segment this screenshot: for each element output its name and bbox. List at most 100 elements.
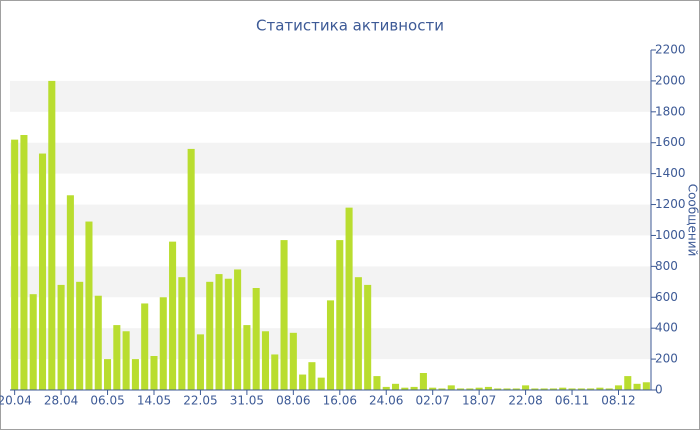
bar	[299, 374, 307, 390]
x-tick-label: 16.06	[323, 394, 357, 408]
bar	[614, 385, 623, 390]
bar	[57, 284, 65, 390]
bar	[373, 376, 381, 390]
bar	[466, 388, 474, 390]
bar	[317, 377, 325, 390]
x-tick-label: 24.06	[369, 394, 403, 408]
bar	[48, 80, 56, 390]
bar	[38, 153, 47, 390]
bar	[326, 300, 335, 390]
bar	[280, 240, 288, 390]
bar	[336, 240, 344, 390]
y-tick-label: 0	[655, 383, 663, 397]
bar	[596, 387, 604, 390]
bar	[345, 207, 353, 390]
grid-band	[10, 142, 651, 174]
bar	[475, 387, 483, 390]
x-tick-label: 06.11	[555, 394, 589, 408]
bar	[624, 376, 632, 390]
bar	[261, 331, 270, 390]
x-tick-label: 18.07	[462, 394, 496, 408]
x-tick-label: 31.05	[230, 394, 264, 408]
bar	[559, 387, 567, 390]
bar	[289, 332, 297, 390]
bar	[122, 331, 130, 390]
x-tick-label: 02.07	[416, 394, 450, 408]
bar	[76, 281, 84, 390]
y-tick-label: 1600	[655, 135, 686, 149]
grid-band	[10, 204, 651, 236]
grid-band	[10, 266, 651, 298]
bar	[382, 386, 390, 390]
bar	[29, 294, 37, 390]
bar	[642, 382, 650, 390]
bar	[410, 386, 418, 390]
bar	[401, 387, 409, 390]
bar	[104, 359, 112, 390]
bar	[224, 278, 232, 390]
x-tick-label: 20.04	[0, 394, 32, 408]
bar	[633, 383, 641, 390]
x-tick-label: 22.05	[183, 394, 217, 408]
bar	[150, 356, 158, 390]
x-tick-label: 14.05	[137, 394, 171, 408]
bar	[419, 373, 427, 390]
x-tick-label: 08.12	[601, 394, 635, 408]
bar	[522, 385, 530, 390]
bar	[503, 388, 511, 390]
y-tick-label: 800	[655, 259, 678, 273]
bar	[391, 383, 400, 390]
bar	[234, 269, 242, 390]
bar	[577, 388, 585, 390]
bar	[215, 274, 223, 390]
bar	[587, 388, 595, 390]
bar	[549, 388, 557, 390]
bar	[568, 388, 576, 390]
bar	[271, 354, 279, 390]
x-tick-label: 22.08	[508, 394, 542, 408]
bar	[308, 362, 316, 390]
y-tick-label: 1400	[655, 166, 686, 180]
y-axis-label: Сообщений	[686, 184, 700, 257]
bar	[94, 295, 102, 390]
bar	[457, 388, 465, 390]
bar	[169, 241, 177, 390]
y-tick-label: 1800	[655, 104, 686, 118]
y-tick-label: 1000	[655, 228, 686, 242]
chart-title: Статистика активности	[256, 17, 444, 35]
bar	[605, 388, 613, 390]
y-tick-label: 1200	[655, 197, 686, 211]
y-tick-label: 400	[655, 321, 678, 335]
y-tick-label: 600	[655, 290, 678, 304]
bar	[66, 195, 74, 390]
bar	[484, 386, 492, 390]
bar	[20, 135, 28, 390]
bar	[178, 277, 186, 390]
bar	[531, 388, 539, 390]
grid-band	[10, 80, 651, 112]
x-tick-label: 28.04	[44, 394, 78, 408]
bar	[252, 288, 260, 390]
bar	[354, 277, 362, 390]
bar	[243, 325, 251, 390]
bar	[187, 148, 195, 390]
bar	[540, 388, 548, 390]
bar	[11, 139, 19, 390]
bar	[429, 387, 437, 390]
y-tick-label: 2200	[655, 43, 686, 57]
bar	[141, 303, 149, 390]
y-tick-label: 200	[655, 352, 678, 366]
bar	[438, 388, 446, 390]
x-tick-label: 06.05	[90, 394, 124, 408]
y-tick-label: 2000	[655, 73, 686, 87]
bar	[494, 388, 502, 390]
bar	[131, 359, 139, 390]
bar	[447, 385, 455, 390]
bar	[206, 281, 214, 390]
bar	[196, 334, 204, 390]
bar	[364, 284, 372, 390]
bar	[85, 221, 93, 390]
bar	[159, 297, 167, 390]
bar	[113, 325, 121, 390]
